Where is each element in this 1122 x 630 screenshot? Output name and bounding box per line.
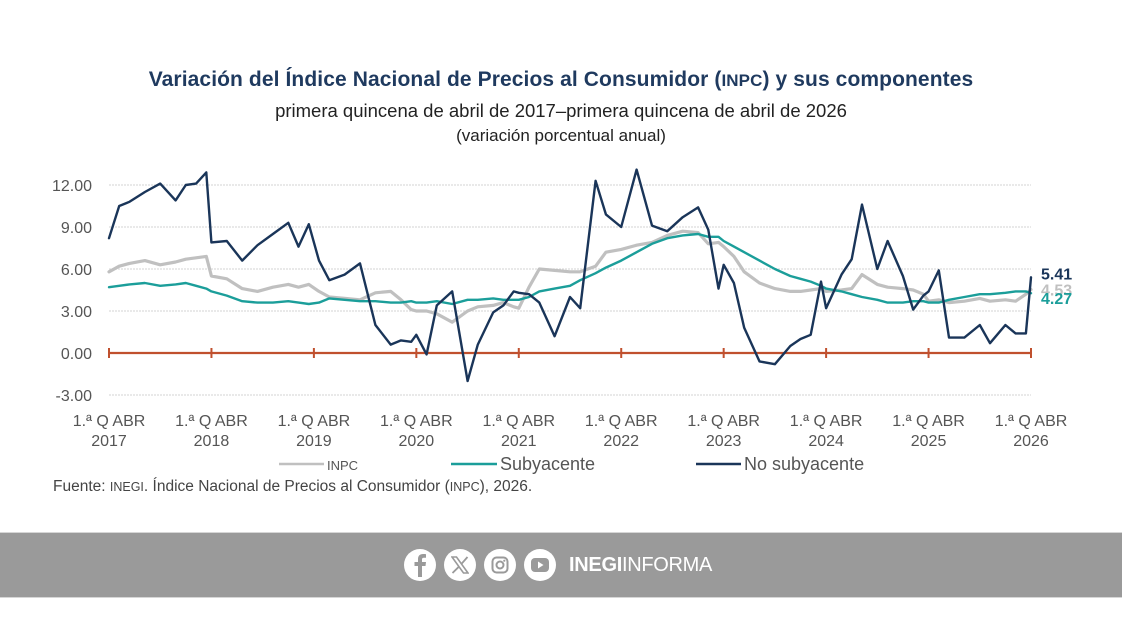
last-value-label: 4.53 — [1041, 283, 1072, 300]
title-abbr: INPC — [721, 71, 763, 90]
youtube-icon[interactable] — [524, 549, 556, 581]
x-tick-label: 1.ª Q ABR — [175, 413, 248, 430]
source-note: Fuente: INEGI. Índice Nacional de Precio… — [53, 478, 532, 496]
x-tick-label: 1.ª Q ABR — [73, 413, 146, 430]
series-line-inpc — [107, 229, 1033, 324]
source-prefix: Fuente: — [53, 478, 110, 495]
x-tick-label: 1.ª Q ABR — [278, 413, 351, 430]
last-value-label: 4.27 — [1041, 291, 1072, 308]
legend-label: No subyacente — [744, 454, 864, 474]
series-line-subyacente — [107, 232, 1033, 306]
instagram-icon[interactable] — [484, 549, 516, 581]
title-text-2: ) y sus componentes — [762, 68, 974, 91]
x-tick-label: 1.ª Q ABR — [687, 413, 760, 430]
x-tick-label: 1.ª Q ABR — [995, 413, 1068, 430]
y-tick-label: -3.00 — [56, 388, 93, 405]
source-abbr: INPC — [449, 480, 480, 494]
x-tick-year: 2023 — [706, 433, 742, 450]
x-tick-year: 2024 — [808, 433, 844, 450]
y-tick-label: 12.00 — [52, 178, 92, 195]
x-tick-label: 1.ª Q ABR — [482, 413, 555, 430]
x-tick-year: 2017 — [91, 433, 127, 450]
brand-bold: INEGI — [569, 554, 622, 576]
chart-unit-note: (variación porcentual anual) — [456, 126, 666, 145]
brand-light: INFORMA — [621, 554, 713, 576]
line-chart: 12.00 9.00 6.00 3.00 0.00 -3.00 1.ª Q ABR 2017 1… — [52, 168, 1072, 474]
social-icons — [404, 549, 556, 581]
x-tick-label: 1.ª Q ABR — [380, 413, 453, 430]
source-suffix: ), 2026. — [479, 478, 533, 495]
legend-label: Subyacente — [500, 454, 595, 474]
x-tick-year: 2020 — [399, 433, 435, 450]
chart-subtitle: primera quincena de abril de 2017–primer… — [275, 100, 847, 121]
brand-logo: INEGIINFORMA — [569, 554, 712, 577]
series-line-no-subyacente — [107, 168, 1033, 383]
footer-banner: INEGIINFORMA — [0, 532, 1122, 598]
y-tick-label: 9.00 — [61, 220, 92, 237]
x-tick-year: 2019 — [296, 433, 332, 450]
y-tick-label: 0.00 — [61, 346, 92, 363]
chart-title: Variación del Índice Nacional de Precios… — [0, 68, 1122, 92]
x-tick-year: 2018 — [194, 433, 230, 450]
x-tick-year: 2025 — [911, 433, 947, 450]
x-icon[interactable] — [444, 549, 476, 581]
legend-label: INPC — [327, 458, 358, 473]
last-value-label: 5.41 — [1041, 266, 1072, 283]
source-mid: . Índice Nacional de Precios al Consumid… — [143, 478, 450, 495]
y-tick-label: 6.00 — [61, 262, 92, 279]
source-org: INEGI — [109, 480, 144, 494]
x-tick-label: 1.ª Q ABR — [790, 413, 863, 430]
x-tick-year: 2026 — [1013, 433, 1049, 450]
x-tick-year: 2022 — [603, 433, 639, 450]
facebook-icon[interactable] — [404, 549, 436, 581]
y-tick-label: 3.00 — [61, 304, 92, 321]
x-tick-label: 1.ª Q ABR — [892, 413, 965, 430]
x-tick-year: 2021 — [501, 433, 537, 450]
title-text-1: Variación del Índice Nacional de Precios… — [148, 68, 722, 91]
x-tick-label: 1.ª Q ABR — [585, 413, 658, 430]
